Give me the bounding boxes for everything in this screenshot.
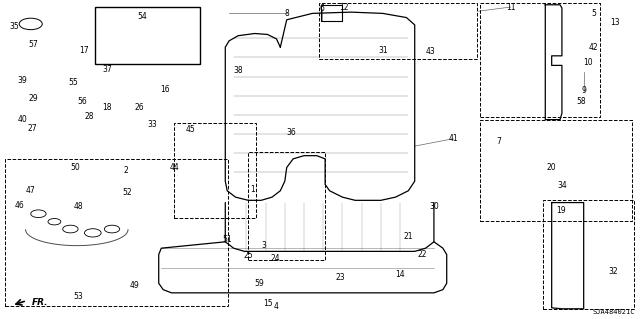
Text: 8: 8: [284, 9, 289, 18]
Text: 15: 15: [263, 299, 273, 308]
Text: 37: 37: [102, 65, 113, 74]
Text: FR.: FR.: [32, 298, 49, 307]
Text: SJA484021C: SJA484021C: [593, 309, 635, 315]
Text: 14: 14: [395, 270, 405, 279]
Text: 48: 48: [73, 202, 83, 211]
Text: 24: 24: [270, 254, 280, 263]
Text: 6: 6: [319, 4, 324, 13]
Text: 56: 56: [77, 97, 87, 106]
Bar: [319, 3, 477, 59]
Text: 5: 5: [591, 9, 596, 18]
Text: 44: 44: [169, 163, 179, 172]
Text: 13: 13: [610, 19, 620, 27]
Text: 39: 39: [17, 76, 28, 85]
Text: 28: 28: [85, 112, 94, 121]
Text: 36: 36: [286, 128, 296, 137]
Text: 47: 47: [26, 186, 36, 195]
Text: 16: 16: [160, 85, 170, 94]
Text: 30: 30: [429, 202, 439, 211]
Text: 23: 23: [335, 273, 346, 282]
Text: 11: 11: [506, 3, 515, 11]
Text: 34: 34: [557, 181, 567, 190]
Text: 51: 51: [222, 235, 232, 244]
Bar: [248, 152, 325, 260]
Text: 53: 53: [73, 292, 83, 300]
Text: 10: 10: [583, 58, 593, 67]
Text: 21: 21: [404, 232, 413, 241]
Bar: [480, 3, 600, 117]
Text: 35: 35: [9, 22, 19, 31]
Text: 33: 33: [147, 120, 157, 129]
Text: 43: 43: [425, 47, 435, 56]
Bar: [174, 123, 256, 218]
Text: 31: 31: [378, 46, 388, 55]
Text: 50: 50: [70, 163, 81, 172]
Text: 29: 29: [28, 94, 38, 103]
Text: 42: 42: [589, 43, 599, 52]
Text: 12: 12: [340, 3, 349, 11]
Text: 41: 41: [448, 134, 458, 143]
Text: 9: 9: [581, 86, 586, 95]
Text: 20: 20: [547, 163, 557, 172]
Text: 57: 57: [28, 40, 38, 48]
Bar: [5, 159, 228, 306]
Text: 4: 4: [274, 302, 279, 311]
Bar: [543, 200, 634, 309]
Text: 59: 59: [254, 279, 264, 288]
Text: 17: 17: [79, 46, 90, 55]
Text: 38: 38: [233, 66, 243, 75]
Text: 46: 46: [14, 201, 24, 210]
Text: 49: 49: [129, 281, 140, 290]
Text: 25: 25: [243, 251, 253, 260]
Text: 18: 18: [102, 103, 111, 112]
Text: 27: 27: [27, 124, 37, 133]
Text: 2: 2: [123, 166, 128, 175]
Text: 55: 55: [68, 78, 79, 87]
Text: 3: 3: [262, 241, 267, 250]
Text: 1: 1: [250, 185, 255, 194]
Text: 7: 7: [497, 137, 502, 146]
Text: 45: 45: [186, 125, 196, 134]
Text: 52: 52: [122, 189, 132, 197]
Bar: [95, 7, 200, 64]
Text: 40: 40: [17, 115, 28, 124]
Text: 58: 58: [576, 97, 586, 106]
Text: 19: 19: [556, 206, 566, 215]
Text: 54: 54: [137, 12, 147, 21]
Bar: [480, 120, 632, 221]
Text: 26: 26: [134, 103, 145, 112]
Text: 22: 22: [418, 250, 427, 259]
Text: 32: 32: [608, 267, 618, 276]
